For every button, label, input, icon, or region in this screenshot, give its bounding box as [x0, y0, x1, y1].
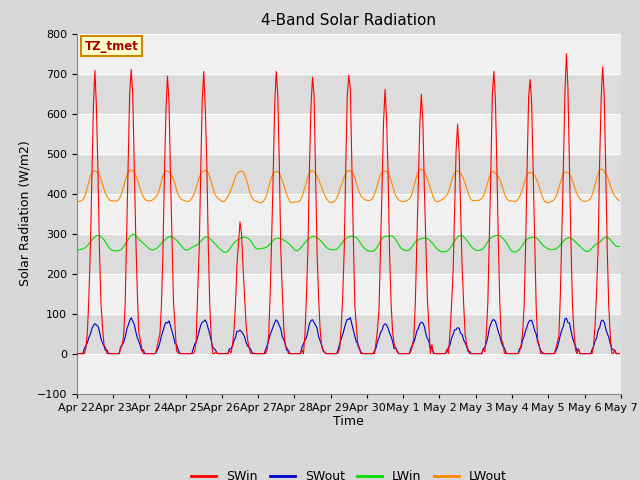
Bar	[77, 234, 621, 274]
Bar	[77, 154, 621, 193]
Bar	[77, 114, 621, 154]
Bar	[77, 354, 621, 394]
Text: TZ_tmet: TZ_tmet	[85, 40, 139, 53]
Bar	[77, 274, 621, 313]
Title: 4-Band Solar Radiation: 4-Band Solar Radiation	[261, 13, 436, 28]
X-axis label: Time: Time	[333, 415, 364, 429]
Bar	[77, 313, 621, 354]
Y-axis label: Solar Radiation (W/m2): Solar Radiation (W/m2)	[18, 141, 31, 287]
Legend: SWin, SWout, LWin, LWout: SWin, SWout, LWin, LWout	[186, 465, 512, 480]
Bar	[77, 193, 621, 234]
Bar	[77, 73, 621, 114]
Bar	[77, 34, 621, 73]
